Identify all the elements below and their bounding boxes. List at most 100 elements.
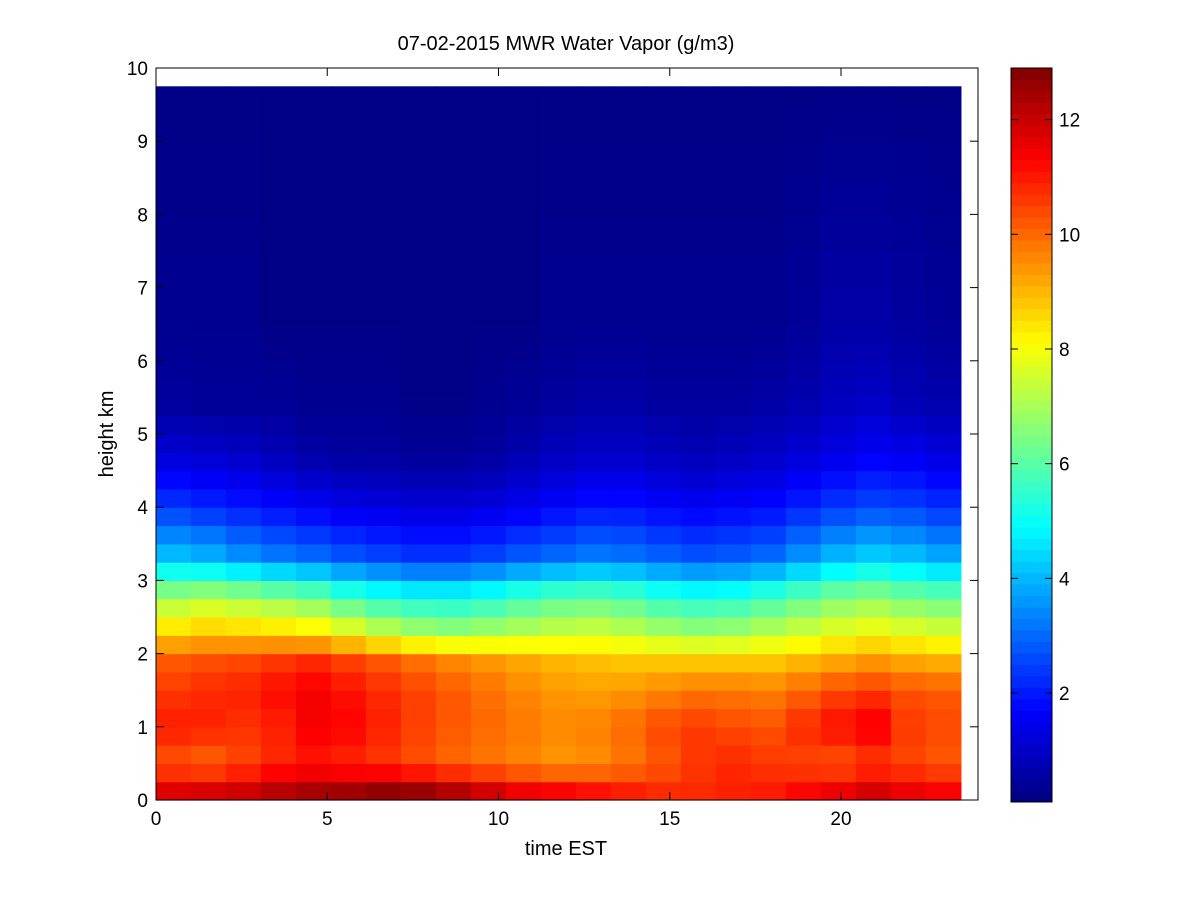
heatmap-cell [855,580,892,600]
heatmap-cell [540,214,577,252]
heatmap-cell [505,141,542,179]
colorbar-swatch [1011,412,1052,425]
heatmap-cell [156,690,192,710]
heatmap-cell [750,653,787,673]
heatmap-cell [225,287,262,307]
heatmap-cell [890,690,927,710]
heatmap-cell [610,141,647,179]
heatmap-cell [365,763,402,783]
heatmap-cell [400,305,437,325]
heatmap-cell [820,635,857,655]
heatmap-cell [680,305,717,325]
heatmap-cell [260,690,297,710]
heatmap-cell [750,580,787,600]
heatmap-cell [400,488,437,508]
heatmap-cell [575,543,612,563]
heatmap-cell [680,470,717,490]
heatmap-cell [190,726,227,746]
heatmap-cell [225,671,262,691]
heatmap-cell [400,214,437,252]
heatmap-cell [610,635,647,655]
heatmap-cell [470,617,507,636]
heatmap-cell [156,360,192,380]
heatmap-cell [785,562,822,581]
heatmap-cell [365,745,402,764]
heatmap-cell [400,690,437,710]
heatmap-cell [190,580,227,600]
heatmap-cell [820,379,857,398]
heatmap-cell [260,781,297,801]
heatmap-cell [260,177,297,215]
heatmap-cell [435,598,472,618]
heatmap-cell [190,141,227,179]
heatmap-cell [610,415,647,435]
heatmap-cell [855,671,892,691]
heatmap-cell [190,360,227,380]
heatmap-cell [505,781,542,801]
heatmap-cell [750,598,787,618]
heatmap-cell [785,324,822,344]
heatmap-cell [435,763,472,783]
heatmap-cell [645,543,682,563]
heatmap-cell [470,305,507,325]
heatmap-cell [925,543,962,563]
x-tick-label: 10 [488,809,509,830]
heatmap-cell [505,177,542,215]
heatmap-cell [610,104,647,142]
heatmap-cell [330,324,367,344]
heatmap-cell [505,379,542,398]
heatmap-cell [225,653,262,673]
heatmap-cell [680,488,717,508]
colorbar: 2 4 6 8 10 12 [1010,67,1080,803]
colorbar-swatch [1011,125,1052,138]
heatmap-cell [785,86,822,106]
heatmap-cell [470,104,507,142]
heatmap-cell [156,781,192,801]
heatmap-cell [260,214,297,252]
heatmap-cell [820,617,857,636]
heatmap-cell [295,525,332,545]
heatmap-cell [645,708,682,728]
colorbar-swatch [1011,710,1052,723]
heatmap-cell [785,580,822,600]
y-tick-label: 9 [137,132,148,153]
heatmap-cell [925,104,962,142]
heatmap-cell [890,342,927,362]
heatmap-cell [295,562,332,581]
heatmap-cell [680,525,717,545]
heatmap-cell [330,653,367,673]
heatmap-cell [505,342,542,362]
heatmap-cell [575,671,612,691]
heatmap-cell [330,177,367,215]
heatmap-cell [750,415,787,435]
heatmap-cell [540,562,577,581]
heatmap-cell [645,562,682,581]
y-tick-label: 2 [137,645,148,666]
colorbar-swatch [1011,549,1052,562]
heatmap-cell [715,342,752,362]
colorbar-swatch [1011,469,1052,482]
heatmap-cell [225,305,262,325]
heatmap-cell [540,434,577,453]
heatmap-cell [610,379,647,398]
heatmap-cell [365,342,402,362]
heatmap-cell [575,598,612,618]
heatmap-cell [680,251,717,289]
heatmap-cell [750,86,787,106]
heatmap-cell [575,690,612,710]
heatmap-cell [750,763,787,783]
heatmap-cell [330,214,367,252]
heatmap-cell [365,104,402,142]
colorbar-tick-label: 4 [1059,569,1070,590]
heatmap-cell [260,580,297,600]
heatmap-cell [470,488,507,508]
heatmap-cell [295,177,332,215]
heatmap-cell [190,470,227,490]
heatmap-cell [225,415,262,435]
heatmap-cell [785,177,822,215]
heatmap-cell [260,397,297,417]
heatmap-cell [890,177,927,215]
heatmap-cell [190,507,227,527]
heatmap-cell [645,287,682,307]
heatmap-cell [610,397,647,417]
